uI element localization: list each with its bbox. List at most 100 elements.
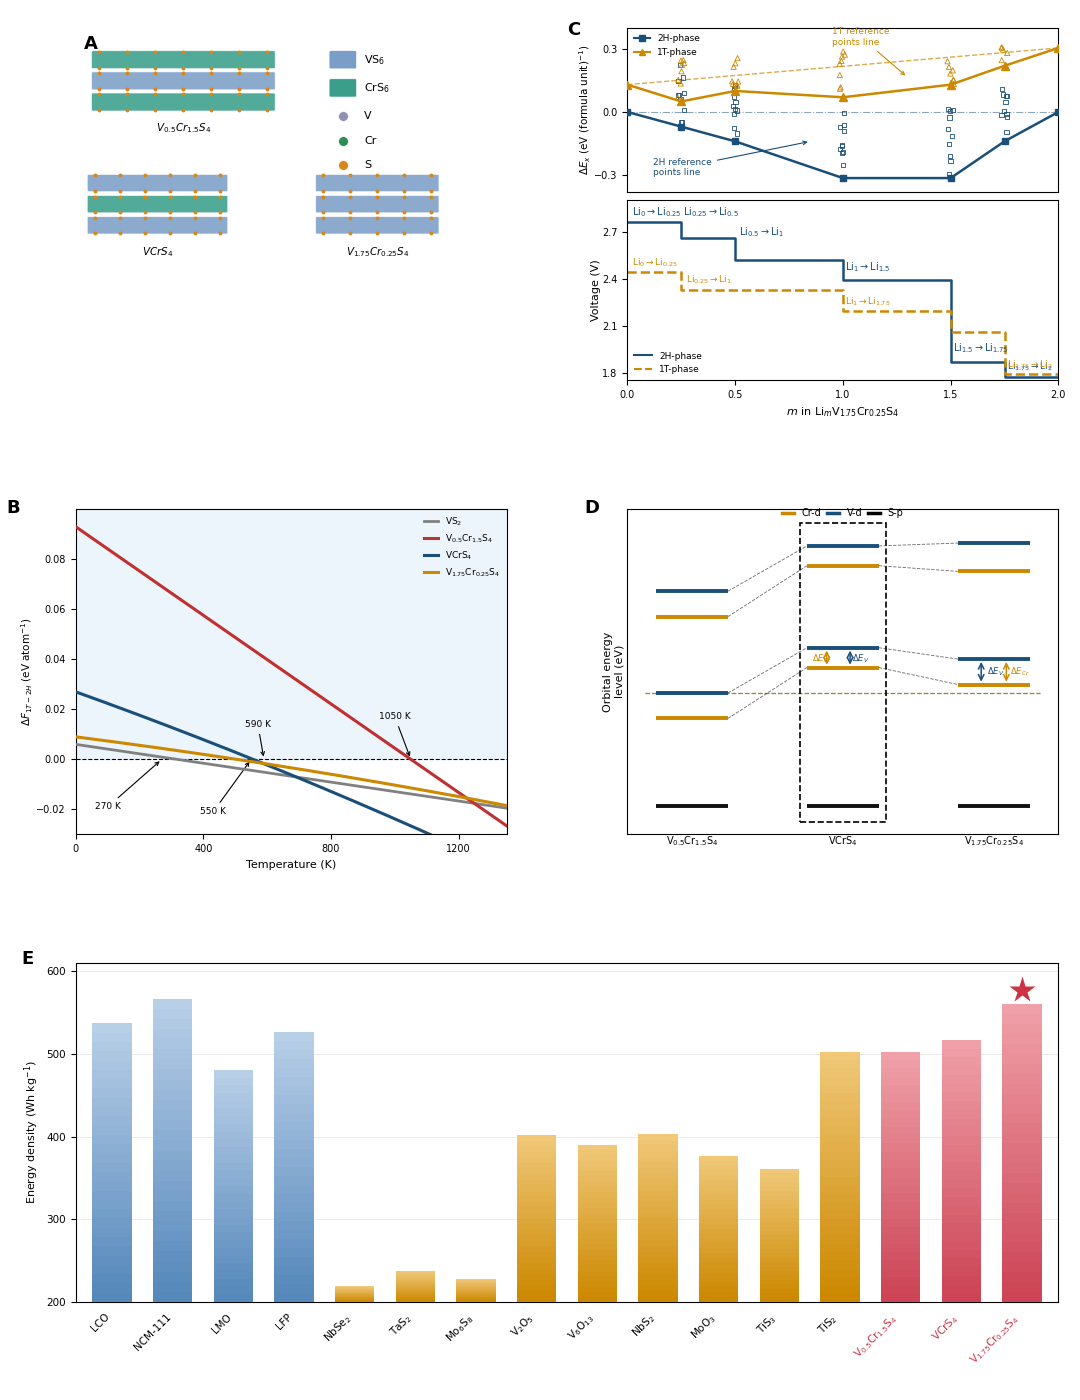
Legend: VS$_2$, V$_{0.5}$Cr$_{1.5}$S$_4$, VCrS$_4$, V$_{1.75}$Cr$_{0.25}$S$_4$: VS$_2$, V$_{0.5}$Cr$_{1.5}$S$_4$, VCrS$_… [422, 514, 502, 581]
FancyBboxPatch shape [315, 175, 438, 192]
FancyBboxPatch shape [329, 50, 356, 69]
Bar [92, 1154, 132, 1163]
Legend: 2H-phase, 1T-phase: 2H-phase, 1T-phase [632, 350, 704, 375]
Bar [517, 1235, 556, 1240]
Bar [517, 1175, 556, 1180]
Bar [759, 1169, 799, 1173]
Bar [821, 1161, 860, 1169]
Bar [274, 1103, 313, 1113]
Bar [578, 1229, 617, 1233]
Text: $\Delta E_{Cr}$: $\Delta E_{Cr}$ [1010, 665, 1029, 678]
Bar [153, 1180, 192, 1191]
Bar [578, 1166, 617, 1172]
Point [945, 73, 962, 95]
Bar [699, 1210, 739, 1214]
Bar [638, 1173, 678, 1179]
Bar [578, 1260, 617, 1266]
Bar [759, 1191, 799, 1196]
Bar [821, 1152, 860, 1161]
Bar [578, 1172, 617, 1176]
Bar [881, 1085, 920, 1093]
Point [728, 74, 745, 97]
Bar [214, 1232, 253, 1240]
Bar [1002, 1163, 1042, 1173]
Bar [517, 1212, 556, 1218]
Text: Li$_1$$\rightarrow$Li$_{1.5}$: Li$_1$$\rightarrow$Li$_{1.5}$ [845, 260, 890, 274]
Bar [274, 1176, 313, 1184]
Bar [274, 1257, 313, 1266]
VCrS$_4$ [69, 683, 82, 700]
Bar [517, 1218, 556, 1224]
Bar [881, 1294, 920, 1302]
Bar [942, 1205, 981, 1215]
Bar [214, 1278, 253, 1287]
Bar [881, 1119, 920, 1127]
Bar [699, 1204, 739, 1210]
Text: Li$_0$$\rightarrow$Li$_{0.25}$: Li$_0$$\rightarrow$Li$_{0.25}$ [632, 256, 677, 269]
Bar [517, 1169, 556, 1175]
Bar [759, 1218, 799, 1222]
Bar [578, 1161, 617, 1166]
Bar [638, 1229, 678, 1235]
Bar [153, 1140, 192, 1151]
Point [729, 48, 746, 70]
Text: V$_{1.75}$Cr$_{0.25}$S$_4$: V$_{1.75}$Cr$_{0.25}$S$_4$ [346, 245, 409, 259]
Bar [699, 1224, 739, 1229]
Bar [578, 1292, 617, 1296]
Bar [92, 1190, 132, 1200]
Text: Li$_{1.5}$$\rightarrow$Li$_{1.75}$: Li$_{1.5}$$\rightarrow$Li$_{1.75}$ [953, 342, 1009, 356]
Bar [214, 1147, 253, 1155]
Bar [881, 1252, 920, 1260]
Bar [821, 1177, 860, 1186]
Bar [638, 1257, 678, 1263]
V$_{1.75}$Cr$_{0.25}$S$_4$ [394, 777, 407, 794]
Bar [638, 1280, 678, 1285]
Bar [821, 1277, 860, 1285]
Bar [942, 1275, 981, 1285]
Bar [92, 1144, 132, 1154]
Bar [942, 1135, 981, 1145]
Bar [699, 1156, 739, 1161]
Point [941, 106, 958, 129]
Point [941, 99, 958, 122]
Bar [638, 1212, 678, 1218]
Bar [821, 1169, 860, 1177]
Bar [759, 1204, 799, 1208]
Point [945, 69, 962, 91]
Y-axis label: Orbital energy
level (eV): Orbital energy level (eV) [603, 631, 624, 713]
Point [942, 144, 959, 167]
Bar [153, 1252, 192, 1261]
Bar [759, 1257, 799, 1261]
Text: $\Delta E_V$: $\Delta E_V$ [986, 665, 1004, 678]
Bar [517, 1240, 556, 1246]
Bar [1002, 1212, 1042, 1222]
Point [670, 87, 687, 109]
Bar [153, 1151, 192, 1161]
Point [993, 104, 1010, 126]
Bar [881, 1051, 920, 1060]
Bar [517, 1180, 556, 1186]
Bar [517, 1252, 556, 1257]
Bar [153, 1100, 192, 1110]
Bar [881, 1285, 920, 1294]
Bar [759, 1253, 799, 1257]
V$_{1.75}$Cr$_{0.25}$S$_4$ [180, 743, 193, 760]
Bar [92, 1042, 132, 1051]
Point [671, 53, 688, 76]
Bar [638, 1296, 678, 1302]
Bar [699, 1219, 739, 1224]
Bar [821, 1218, 860, 1226]
Bar [153, 1201, 192, 1211]
Bar [699, 1165, 739, 1170]
Bar [881, 1093, 920, 1102]
Bar [92, 1088, 132, 1098]
Bar [638, 1201, 678, 1207]
Bar [274, 1275, 313, 1284]
Point [725, 73, 742, 95]
Bar [638, 1224, 678, 1229]
Bar [274, 1058, 313, 1068]
Bar [92, 1061, 132, 1070]
Bar [638, 1196, 678, 1201]
Bar [214, 1140, 253, 1147]
Point [832, 64, 849, 87]
